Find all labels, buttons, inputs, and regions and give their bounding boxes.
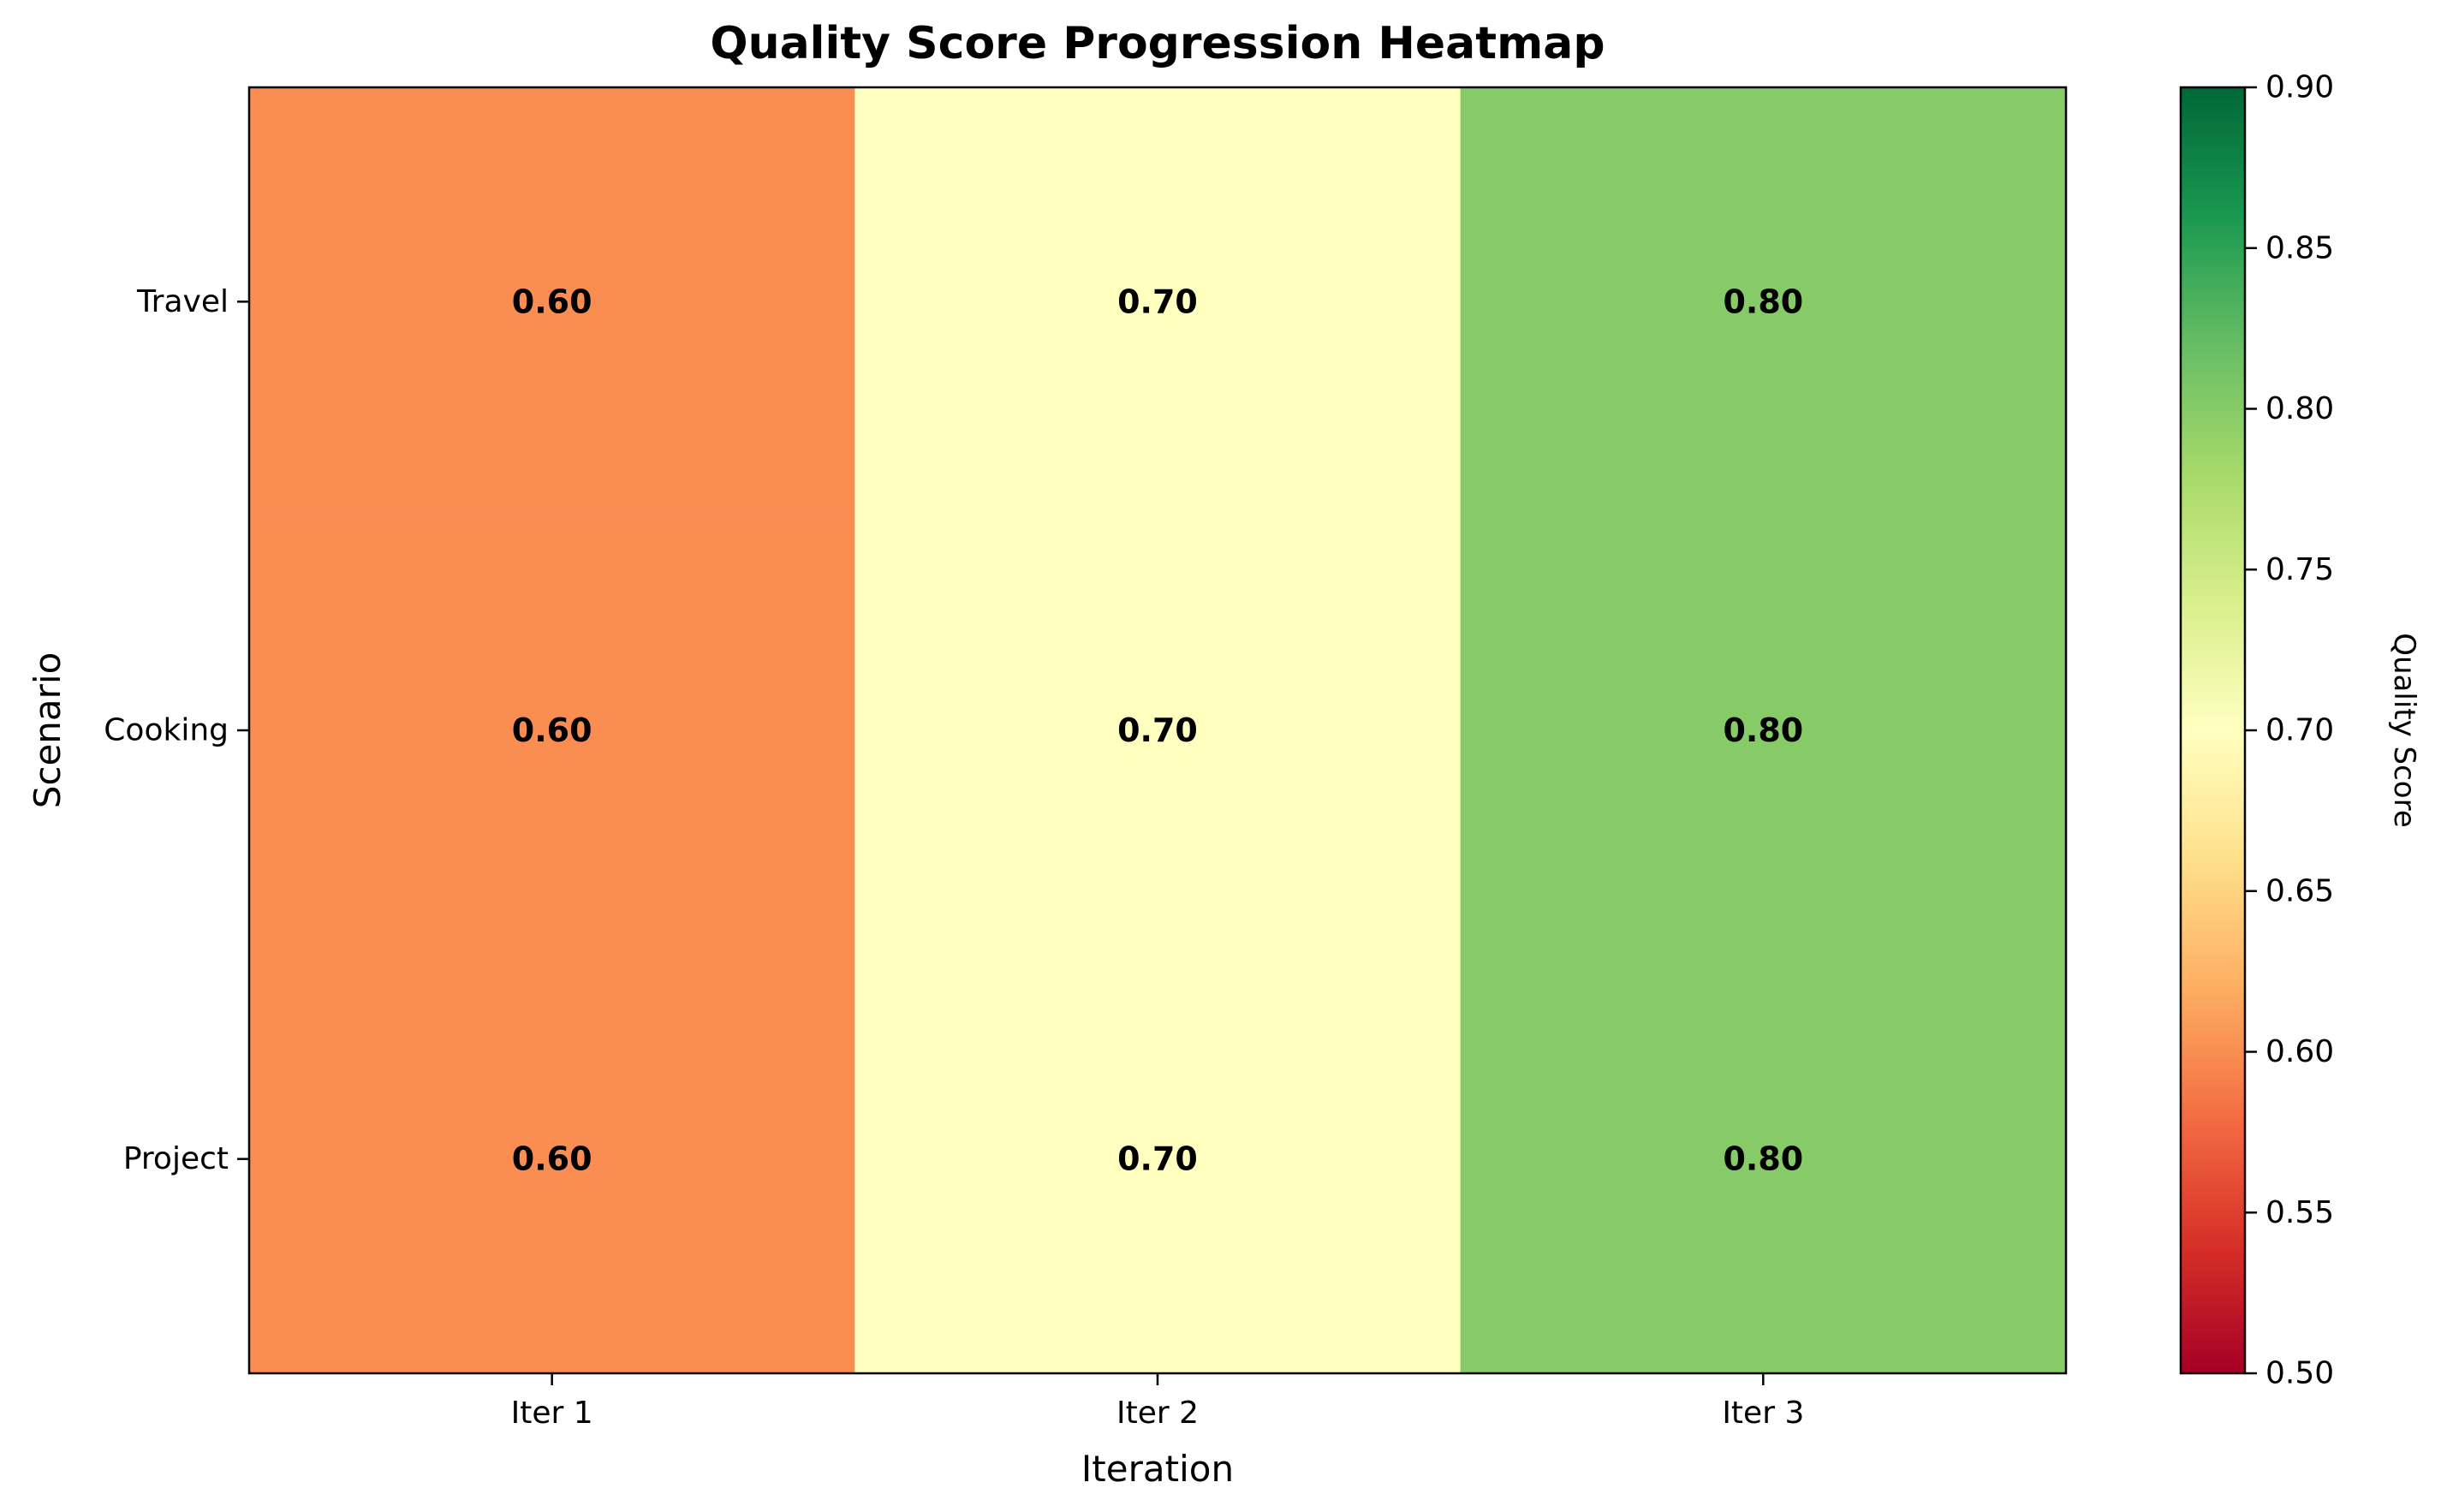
heatmap-cell bbox=[249, 944, 855, 1374]
cell-value-label: 0.70 bbox=[1117, 711, 1198, 749]
x-axis-ticks: Iter 1 Iter 2 Iter 3 bbox=[511, 1373, 1804, 1431]
colorbar-tick-label: 0.90 bbox=[2265, 70, 2334, 105]
x-tick-label: Iter 3 bbox=[1722, 1396, 1804, 1431]
heatmap-cell-labels: 0.60 0.70 0.80 0.60 0.70 0.80 0.60 0.70 0.80 bbox=[512, 283, 1803, 1177]
colorbar-tick-label: 0.75 bbox=[2265, 552, 2334, 587]
heatmap-cell bbox=[1460, 944, 2067, 1374]
x-tick-label: Iter 2 bbox=[1116, 1396, 1199, 1431]
cell-value-label: 0.60 bbox=[512, 711, 592, 749]
heatmap-cells bbox=[249, 87, 2067, 1374]
cell-value-label: 0.70 bbox=[1117, 1140, 1198, 1178]
cell-value-label: 0.60 bbox=[512, 283, 592, 320]
colorbar-tick-label: 0.70 bbox=[2265, 713, 2334, 748]
colorbar-tick-label: 0.60 bbox=[2265, 1034, 2334, 1069]
x-axis-label: Iteration bbox=[1081, 1448, 1234, 1490]
chart-title: Quality Score Progression Heatmap bbox=[710, 18, 1605, 69]
cell-value-label: 0.80 bbox=[1723, 711, 1803, 749]
colorbar-label: Quality Score bbox=[2387, 633, 2421, 828]
cell-value-label: 0.80 bbox=[1723, 1140, 1803, 1178]
colorbar-ticks: 0.50 0.55 0.60 0.65 0.70 0.75 0.80 0.85 0.90 bbox=[2245, 70, 2334, 1391]
x-tick-label: Iter 1 bbox=[511, 1396, 593, 1431]
y-tick-label: Cooking bbox=[104, 713, 229, 748]
heatmap-cell bbox=[854, 515, 1462, 945]
heatmap-cell bbox=[249, 87, 855, 517]
heatmap-cell bbox=[854, 944, 1462, 1374]
heatmap-cell bbox=[1460, 87, 2067, 517]
heatmap-cell bbox=[249, 515, 855, 945]
cell-value-label: 0.60 bbox=[512, 1140, 592, 1178]
heatmap-cell bbox=[1460, 515, 2067, 945]
colorbar-tick-label: 0.85 bbox=[2265, 230, 2334, 265]
y-tick-label: Travel bbox=[136, 284, 229, 319]
cell-value-label: 0.70 bbox=[1117, 283, 1198, 320]
colorbar bbox=[2179, 86, 2247, 1375]
colorbar-tick-label: 0.50 bbox=[2265, 1356, 2334, 1391]
y-tick-label: Project bbox=[123, 1141, 229, 1176]
cell-value-label: 0.80 bbox=[1723, 283, 1803, 320]
colorbar-tick-label: 0.80 bbox=[2265, 391, 2334, 426]
colorbar-tick-label: 0.55 bbox=[2265, 1195, 2334, 1230]
y-axis-label: Scenario bbox=[27, 652, 68, 809]
colorbar-tick-label: 0.65 bbox=[2265, 873, 2334, 908]
y-axis-ticks: Travel Cooking Project bbox=[104, 284, 249, 1176]
heatmap-cell bbox=[854, 87, 1462, 517]
